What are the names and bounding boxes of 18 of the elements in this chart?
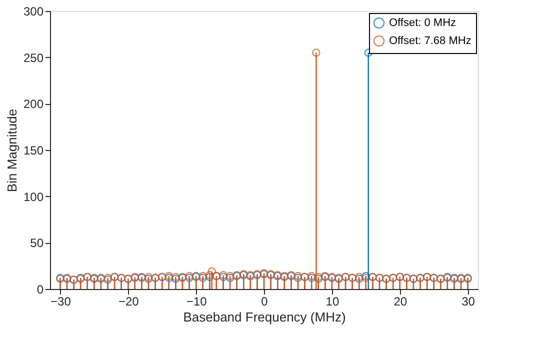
x-tick-label: −20: [118, 294, 140, 308]
y-tick-label: 250: [23, 50, 44, 65]
x-tick-label: 20: [394, 294, 408, 308]
legend-label: Offset: 0 MHz: [389, 17, 456, 29]
y-tick-label: 200: [23, 97, 44, 112]
y-tick-label: 100: [23, 190, 44, 204]
x-tick-label: 0: [261, 294, 268, 308]
x-tick-label: −30: [50, 294, 72, 308]
y-tick-label: 300: [23, 4, 44, 18]
y-axis-title: Bin Magnitude: [4, 108, 20, 192]
x-tick-label: 30: [462, 294, 476, 308]
x-tick-label: −10: [186, 294, 208, 308]
x-tick-label: 10: [326, 294, 340, 308]
x-axis-title: Baseband Frequency (MHz): [183, 310, 346, 324]
y-tick-label: 0: [36, 282, 44, 296]
legend-label: Offset: 7.68 MHz: [389, 35, 472, 47]
y-tick-label: 150: [23, 144, 44, 158]
y-tick-label: 50: [30, 236, 44, 250]
